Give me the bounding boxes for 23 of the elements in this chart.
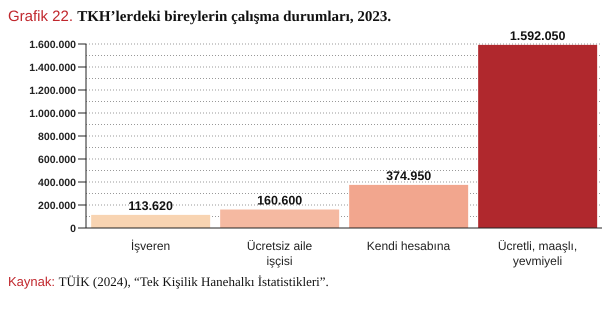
x-tick-label: Ücretli, maaşlı, yevmiyeli bbox=[498, 239, 578, 268]
data-label: 113.620 bbox=[128, 198, 173, 213]
x-tick-label: Kendi hesabına bbox=[366, 239, 451, 253]
data-label: 374.950 bbox=[386, 168, 432, 183]
data-label: 1.592.050 bbox=[510, 28, 566, 43]
bar bbox=[478, 44, 598, 228]
text: Kaynak: TÜİK (2024), “Tek Kişilik Hanehalkı İstatistikleri”. bbox=[8, 274, 329, 289]
y-tick-label: 1.000.000 bbox=[29, 108, 76, 120]
bar bbox=[220, 210, 340, 228]
y-tick-label: 1.600.000 bbox=[29, 39, 76, 51]
chart-title: Grafik 22. TKH’lerdeki bireylerin çalışma durumları, 2023. bbox=[8, 8, 392, 25]
bar bbox=[349, 184, 468, 228]
x-tick-label: İşveren bbox=[130, 239, 170, 253]
y-tick-label: 0 bbox=[70, 223, 76, 235]
y-tick-label: 600.000 bbox=[38, 154, 76, 166]
y-tick-label: 1.200.000 bbox=[29, 85, 76, 97]
y-tick-label: 800.000 bbox=[38, 131, 76, 143]
x-tick-label: Ücretsiz aile işçisi bbox=[246, 239, 312, 268]
y-tick-label: 400.000 bbox=[38, 177, 76, 189]
bar bbox=[91, 214, 210, 228]
y-tick-label: 1.400.000 bbox=[29, 62, 76, 74]
y-tick-label: 200.000 bbox=[38, 200, 76, 212]
data-label: 160.600 bbox=[257, 194, 302, 208]
